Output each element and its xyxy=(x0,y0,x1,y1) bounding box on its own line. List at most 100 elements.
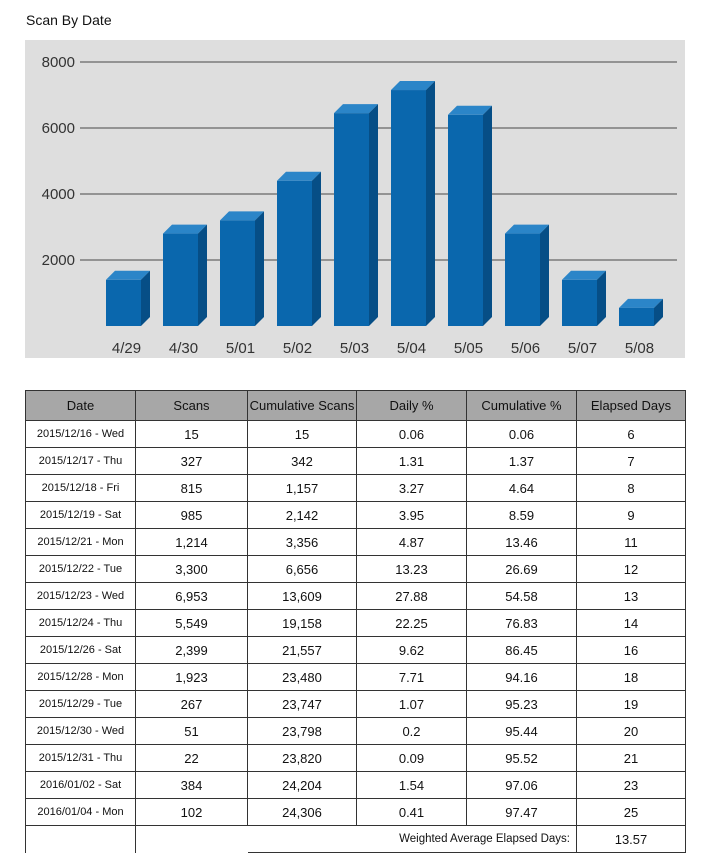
cell-cumulative-scans: 21,557 xyxy=(247,636,357,664)
cell-date: 2016/01/02 - Sat xyxy=(25,771,136,799)
x-tick-label: 5/07 xyxy=(568,340,597,357)
cell-elapsed-days: 20 xyxy=(576,717,686,745)
cell-cumulative-scans: 6,656 xyxy=(247,555,357,583)
cell-cumulative-scans: 342 xyxy=(247,447,357,475)
x-tick-label: 5/04 xyxy=(397,340,426,357)
bar-side xyxy=(540,224,549,326)
table-row: 2015/12/29 - Tue 267 23,747 1.07 95.23 19 xyxy=(25,690,686,718)
cell-elapsed-days: 11 xyxy=(576,528,686,556)
cell-elapsed-days: 18 xyxy=(576,663,686,691)
cell-cumulative-scans: 3,356 xyxy=(247,528,357,556)
cell-scans: 985 xyxy=(135,501,248,529)
table-row: 2015/12/23 - Wed 6,953 13,609 27.88 54.58 13 xyxy=(25,582,686,610)
cell-daily-pct: 1.31 xyxy=(356,447,467,475)
cell-scans: 3,300 xyxy=(135,555,248,583)
table-header-row: Date Scans Cumulative Scans Daily % Cumu… xyxy=(25,390,686,421)
cell-date: 2015/12/31 - Thu xyxy=(25,744,136,772)
bar xyxy=(163,233,198,326)
table-footer-row: Weighted Average Elapsed Days: 13.57 xyxy=(25,825,686,853)
bar-top xyxy=(106,270,150,280)
x-tick-label: 5/08 xyxy=(625,340,654,357)
cell-daily-pct: 0.2 xyxy=(356,717,467,745)
cell-scans: 384 xyxy=(135,771,248,799)
cell-date: 2015/12/24 - Thu xyxy=(25,609,136,637)
cell-scans: 102 xyxy=(135,798,248,826)
bar-side xyxy=(141,270,150,326)
x-tick-label: 4/30 xyxy=(169,340,198,357)
bar xyxy=(334,113,369,327)
cell-cumulative-pct: 76.83 xyxy=(466,609,577,637)
cell-cumulative-scans: 2,142 xyxy=(247,501,357,529)
header-scans: Scans xyxy=(135,390,248,421)
cell-cumulative-scans: 15 xyxy=(247,420,357,448)
cell-scans: 2,399 xyxy=(135,636,248,664)
cell-elapsed-days: 7 xyxy=(576,447,686,475)
table-row: 2015/12/21 - Mon 1,214 3,356 4.87 13.46 11 xyxy=(25,528,686,556)
cell-cumulative-scans: 13,609 xyxy=(247,582,357,610)
cell-cumulative-pct: 4.64 xyxy=(466,474,577,502)
y-tick-label: 4000 xyxy=(42,186,75,203)
cell-daily-pct: 0.09 xyxy=(356,744,467,772)
cell-cumulative-pct: 97.06 xyxy=(466,771,577,799)
bar-top xyxy=(334,104,378,114)
cell-date: 2015/12/17 - Thu xyxy=(25,447,136,475)
footer-blank-cell xyxy=(135,825,248,853)
table-row: 2016/01/04 - Mon 102 24,306 0.41 97.47 25 xyxy=(25,798,686,826)
cell-cumulative-pct: 94.16 xyxy=(466,663,577,691)
header-cumulative-scans: Cumulative Scans xyxy=(247,390,357,421)
cell-daily-pct: 3.27 xyxy=(356,474,467,502)
y-tick-label: 6000 xyxy=(42,120,75,137)
table-row: 2015/12/24 - Thu 5,549 19,158 22.25 76.83 14 xyxy=(25,609,686,637)
bar-top xyxy=(277,171,321,181)
header-date: Date xyxy=(25,390,136,421)
bar-side xyxy=(369,104,378,327)
bar-top xyxy=(220,211,264,221)
cell-cumulative-scans: 23,820 xyxy=(247,744,357,772)
weighted-average-value: 13.57 xyxy=(576,825,686,853)
bar xyxy=(220,220,255,326)
bar xyxy=(619,307,654,326)
cell-daily-pct: 1.07 xyxy=(356,690,467,718)
table-row: 2015/12/16 - Wed 15 15 0.06 0.06 6 xyxy=(25,420,686,448)
cell-scans: 267 xyxy=(135,690,248,718)
cell-date: 2015/12/19 - Sat xyxy=(25,501,136,529)
y-tick-label: 8000 xyxy=(42,54,75,71)
x-tick-label: 5/06 xyxy=(511,340,540,357)
bar xyxy=(277,180,312,326)
cell-daily-pct: 0.41 xyxy=(356,798,467,826)
cell-cumulative-scans: 24,306 xyxy=(247,798,357,826)
header-cumulative-pct: Cumulative % xyxy=(466,390,577,421)
bar xyxy=(505,233,540,326)
cell-scans: 51 xyxy=(135,717,248,745)
cell-cumulative-pct: 26.69 xyxy=(466,555,577,583)
table-row: 2016/01/02 - Sat 384 24,204 1.54 97.06 23 xyxy=(25,771,686,799)
cell-scans: 22 xyxy=(135,744,248,772)
cell-elapsed-days: 21 xyxy=(576,744,686,772)
bar xyxy=(391,90,426,326)
bar xyxy=(106,279,141,326)
bar-chart: 2000 4000 6000 8000 4/29 4/30 5/01 5/02 5/03 5/04… xyxy=(25,40,685,358)
cell-cumulative-scans: 23,798 xyxy=(247,717,357,745)
cell-scans: 815 xyxy=(135,474,248,502)
x-tick-label: 4/29 xyxy=(112,340,141,357)
header-daily-pct: Daily % xyxy=(356,390,467,421)
cell-scans: 15 xyxy=(135,420,248,448)
cell-date: 2015/12/16 - Wed xyxy=(25,420,136,448)
header-elapsed-days: Elapsed Days xyxy=(576,390,686,421)
cell-elapsed-days: 6 xyxy=(576,420,686,448)
cell-elapsed-days: 8 xyxy=(576,474,686,502)
cell-elapsed-days: 13 xyxy=(576,582,686,610)
cell-daily-pct: 13.23 xyxy=(356,555,467,583)
cell-cumulative-pct: 86.45 xyxy=(466,636,577,664)
cell-scans: 1,214 xyxy=(135,528,248,556)
cell-elapsed-days: 25 xyxy=(576,798,686,826)
cell-cumulative-pct: 8.59 xyxy=(466,501,577,529)
weighted-average-label: Weighted Average Elapsed Days: xyxy=(247,825,577,853)
table-row: 2015/12/17 - Thu 327 342 1.31 1.37 7 xyxy=(25,447,686,475)
cell-cumulative-scans: 19,158 xyxy=(247,609,357,637)
table-row: 2015/12/26 - Sat 2,399 21,557 9.62 86.45 16 xyxy=(25,636,686,664)
bar-top xyxy=(163,224,207,234)
cell-elapsed-days: 14 xyxy=(576,609,686,637)
footer-blank-cell xyxy=(25,825,136,853)
bar xyxy=(562,279,597,326)
